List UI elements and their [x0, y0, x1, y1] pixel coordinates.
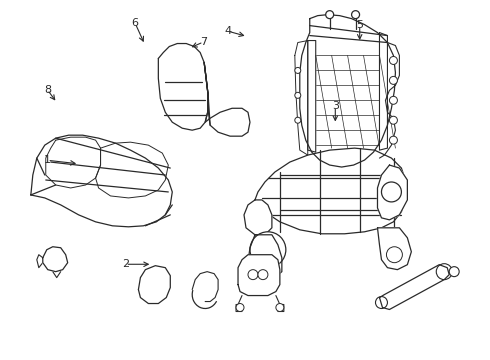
Text: 3: 3	[332, 102, 339, 112]
Polygon shape	[379, 265, 449, 310]
Text: 6: 6	[132, 18, 139, 28]
Text: 2: 2	[122, 259, 129, 269]
Polygon shape	[43, 247, 68, 272]
Circle shape	[326, 11, 334, 19]
Circle shape	[250, 232, 286, 268]
Circle shape	[276, 303, 284, 311]
Polygon shape	[244, 200, 272, 235]
Circle shape	[257, 257, 273, 273]
Polygon shape	[300, 15, 395, 167]
Polygon shape	[248, 235, 282, 278]
Polygon shape	[238, 255, 280, 296]
Circle shape	[295, 117, 301, 123]
Circle shape	[248, 270, 258, 280]
Circle shape	[387, 247, 402, 263]
Circle shape	[390, 57, 397, 64]
Circle shape	[375, 297, 388, 309]
Polygon shape	[255, 148, 405, 234]
Polygon shape	[31, 135, 172, 227]
Text: 1: 1	[44, 155, 51, 165]
Circle shape	[236, 303, 244, 311]
Circle shape	[449, 267, 459, 276]
Polygon shape	[377, 228, 412, 270]
Circle shape	[390, 116, 397, 124]
Circle shape	[390, 76, 397, 84]
Circle shape	[382, 182, 401, 202]
Circle shape	[295, 67, 301, 73]
Circle shape	[295, 92, 301, 98]
Circle shape	[390, 96, 397, 104]
Circle shape	[436, 264, 452, 280]
Circle shape	[390, 136, 397, 144]
Polygon shape	[204, 62, 250, 136]
Text: 7: 7	[200, 37, 207, 47]
Text: 4: 4	[224, 26, 231, 36]
Circle shape	[258, 270, 268, 280]
Text: 8: 8	[44, 85, 51, 95]
Polygon shape	[377, 165, 407, 220]
Polygon shape	[158, 44, 208, 130]
Polygon shape	[138, 266, 171, 303]
Circle shape	[352, 11, 360, 19]
Text: 5: 5	[356, 20, 363, 30]
